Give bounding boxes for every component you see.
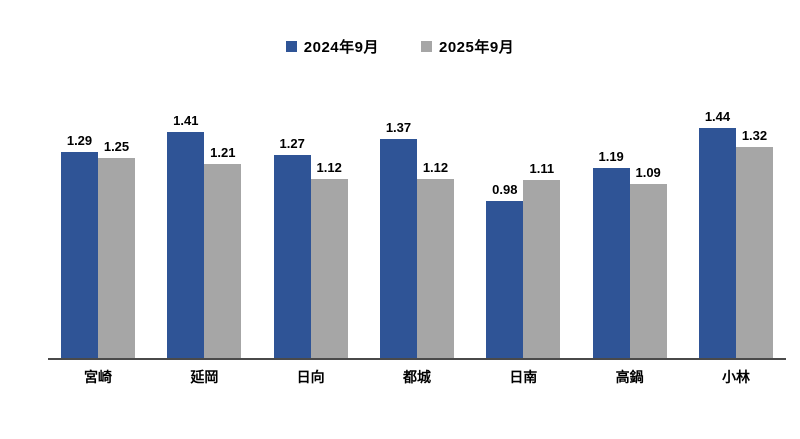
bar-series0-cat0: 1.29 <box>61 134 98 358</box>
legend-label-2025: 2025年9月 <box>439 39 515 56</box>
bar-value-label: 1.11 <box>529 161 555 177</box>
bar-value-label: 1.37 <box>385 119 412 135</box>
bar-value-label: 1.41 <box>173 113 199 129</box>
category-label: 日南 <box>509 369 538 385</box>
bar-series0-cat4: 0.98 <box>486 183 524 358</box>
category-label: 小林 <box>721 369 750 385</box>
legend-item-2025: 2025年9月 <box>421 36 514 57</box>
bar-value-label: 1.19 <box>598 148 624 164</box>
category-label: 延岡 <box>190 369 219 385</box>
category-label: 日向 <box>296 369 325 385</box>
bar-value-label: 1.29 <box>66 132 93 148</box>
legend-item-2024: 2024年9月 <box>285 36 379 57</box>
bar-series0-cat5: 1.19 <box>592 150 630 358</box>
bar-group-4: 0.98 1.11 日南 <box>486 70 561 384</box>
bar-value-label: 1.25 <box>103 139 130 154</box>
bar-series1-cat3: 1.12 <box>416 161 454 358</box>
bar-group-2: 1.27 1.12 日向 <box>273 70 348 384</box>
category-label: 宮崎 <box>84 369 112 385</box>
category-label: 都城 <box>402 369 431 385</box>
bar-value-label: 0.98 <box>492 182 518 198</box>
bar-group-0: 1.29 1.25 宮崎 <box>61 70 135 384</box>
bar-value-label: 1.32 <box>741 127 768 143</box>
bar-value-label: 1.12 <box>316 159 342 175</box>
bar-value-label: 1.27 <box>279 135 305 151</box>
legend: 2024年9月 2025年9月 <box>0 36 800 57</box>
bar-value-label: 1.21 <box>210 145 236 161</box>
legend-label-2024: 2024年9月 <box>303 39 379 56</box>
legend-swatch-2024-icon <box>285 41 297 52</box>
bar-value-label: 1.12 <box>422 159 449 175</box>
bar-group-6: 1.44 1.32 小林 <box>698 70 773 384</box>
bar-series1-cat5: 1.09 <box>629 166 667 358</box>
bar-group-5: 1.19 1.09 高鍋 <box>592 70 667 384</box>
legend-swatch-2025-icon <box>421 41 432 52</box>
bar-series0-cat3: 1.37 <box>379 121 417 358</box>
bar-series1-cat4: 1.11 <box>523 162 561 358</box>
bar-group-3: 1.37 1.12 都城 <box>379 70 454 384</box>
bar-series0-cat6: 1.44 <box>698 110 736 358</box>
bar-value-label: 1.09 <box>635 164 661 180</box>
bar-series0-cat2: 1.27 <box>273 137 311 358</box>
bar-series0-cat1: 1.41 <box>167 114 205 358</box>
bar-series1-cat6: 1.32 <box>735 129 773 358</box>
bar-series1-cat2: 1.12 <box>310 161 348 358</box>
bar-series1-cat0: 1.25 <box>98 140 135 358</box>
bar-group-1: 1.41 1.21 延岡 <box>167 70 242 384</box>
category-label: 高鍋 <box>615 369 644 385</box>
bar-series1-cat1: 1.21 <box>204 146 242 358</box>
bar-value-label: 1.44 <box>704 108 731 124</box>
plot-area: 1.29 1.25 宮崎 1.41 1.21 延岡 1.27 1.12 日向 1.37 1.12 都城… <box>48 70 786 384</box>
